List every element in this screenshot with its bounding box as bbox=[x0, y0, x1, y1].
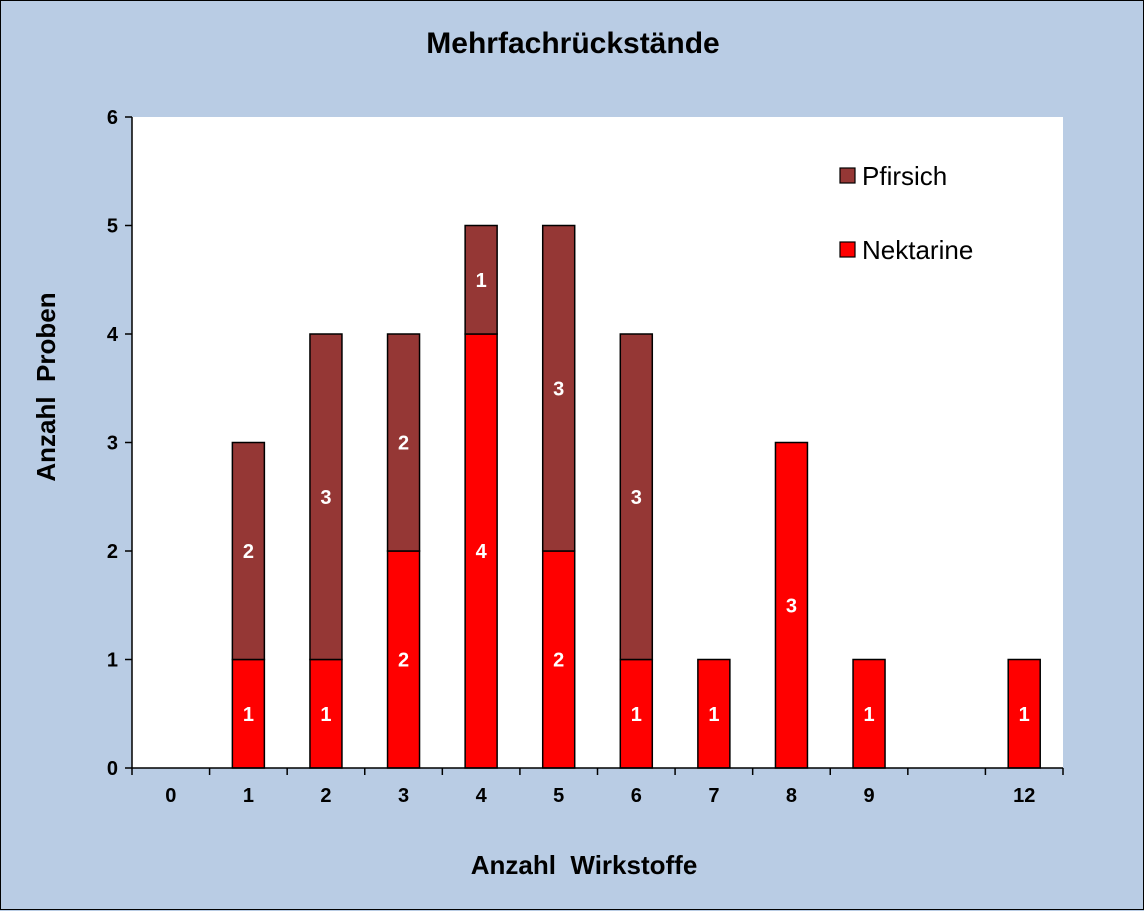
bar-label-pfirsich-5: 3 bbox=[553, 378, 564, 400]
bar-label-nektarine-5: 2 bbox=[553, 650, 564, 672]
bar-nektarine-12 bbox=[1007, 658, 1041, 769]
x-tick-label: 5 bbox=[553, 785, 564, 807]
x-tick-label: 3 bbox=[398, 785, 409, 807]
bar-label-nektarine-1: 1 bbox=[243, 704, 254, 726]
bar-nektarine-9 bbox=[852, 658, 886, 769]
bar-label-nektarine-4: 4 bbox=[476, 541, 488, 563]
plot-area bbox=[132, 117, 1063, 768]
y-tick-label: 4 bbox=[107, 324, 119, 346]
x-tick-label: 0 bbox=[165, 785, 176, 807]
legend-swatch-nektarine bbox=[839, 241, 856, 258]
bar-nektarine-4 bbox=[464, 333, 498, 769]
bar-nektarine-7 bbox=[697, 658, 731, 769]
bar-label-nektarine-9: 1 bbox=[863, 704, 874, 726]
x-tick-label: 7 bbox=[708, 785, 719, 807]
bar-label-pfirsich-2: 3 bbox=[320, 487, 331, 509]
chart-title: Mehrfachrückstände bbox=[426, 27, 719, 60]
bar-label-pfirsich-6: 3 bbox=[631, 487, 642, 509]
y-tick-label: 6 bbox=[107, 107, 118, 129]
bar-pfirsich-5 bbox=[541, 224, 576, 552]
bar-nektarine-8 bbox=[774, 441, 809, 769]
bar-label-nektarine-6: 1 bbox=[631, 704, 642, 726]
bar-label-nektarine-7: 1 bbox=[708, 704, 719, 726]
x-tick-label: 1 bbox=[243, 785, 254, 807]
bar-label-pfirsich-3: 2 bbox=[398, 433, 409, 455]
x-tick-label: 2 bbox=[320, 785, 331, 807]
bar-label-nektarine-2: 1 bbox=[320, 704, 331, 726]
y-tick-label: 2 bbox=[107, 541, 118, 563]
legend-label-pfirsich: Pfirsich bbox=[862, 161, 947, 191]
legend-swatch-pfirsich bbox=[839, 167, 856, 184]
y-tick-label: 5 bbox=[107, 216, 118, 238]
bar-nektarine-5 bbox=[541, 550, 576, 769]
x-tick-label: 6 bbox=[631, 785, 642, 807]
bar-pfirsich-4 bbox=[464, 224, 498, 335]
y-axis-title: Anzahl Proben bbox=[31, 292, 61, 481]
x-axis-title: Anzahl Wirkstoffe bbox=[471, 850, 698, 880]
y-tick-label: 1 bbox=[107, 650, 118, 672]
bar-pfirsich-2 bbox=[309, 333, 343, 661]
x-tick-label: 12 bbox=[1013, 785, 1035, 807]
bar-label-nektarine-8: 3 bbox=[786, 595, 797, 617]
bar-label-pfirsich-1: 2 bbox=[243, 541, 254, 563]
bar-label-nektarine-3: 2 bbox=[398, 650, 409, 672]
y-tick-label: 0 bbox=[107, 758, 118, 780]
y-tick-label: 3 bbox=[107, 433, 118, 455]
bar-label-nektarine-12: 1 bbox=[1019, 704, 1030, 726]
x-tick-label: 4 bbox=[476, 785, 488, 807]
legend-label-nektarine: Nektarine bbox=[862, 235, 973, 265]
x-tick-label: 8 bbox=[786, 785, 797, 807]
bar-nektarine-1 bbox=[231, 658, 266, 769]
bar-label-pfirsich-4: 1 bbox=[476, 270, 487, 292]
bar-pfirsich-6 bbox=[619, 333, 654, 661]
bar-pfirsich-3 bbox=[386, 333, 421, 552]
x-tick-label: 9 bbox=[863, 785, 874, 807]
bar-pfirsich-1 bbox=[231, 441, 266, 661]
legend: Pfirsich Nektarine bbox=[839, 161, 973, 265]
